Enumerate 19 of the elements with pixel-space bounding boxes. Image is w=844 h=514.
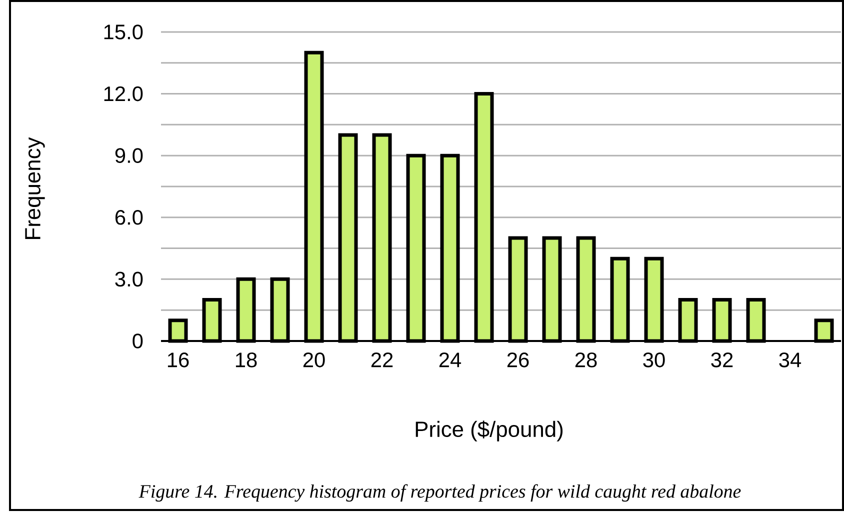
x-tick-label: 18 [236, 352, 257, 368]
y-tick-label: 9.0 [115, 148, 143, 163]
caption: Figure 14. Frequency histogram of reported prices for wild caught red abalone [138, 484, 741, 502]
x-tick-label: 34 [779, 352, 802, 368]
y-tick-label: 12.0 [104, 86, 143, 102]
y-axis-title: Frequency [25, 137, 45, 239]
x-tick-label: 20 [303, 352, 325, 368]
x-tick-label: 26 [507, 352, 529, 368]
y-tick-label: 3.0 [115, 272, 143, 287]
x-tick-label: 16 [168, 352, 189, 368]
y-tick-label: 6.0 [115, 210, 143, 225]
x-tick-label: 32 [711, 352, 733, 368]
x-tick-label: 30 [643, 352, 665, 368]
y-tick-label: 0 [132, 334, 143, 348]
x-tick-label: 24 [439, 352, 462, 368]
x-tick-label: 28 [575, 352, 597, 368]
x-axis-title: Price ($/pound) [416, 420, 563, 442]
x-tick-label: 22 [371, 352, 393, 368]
y-tick-label: 15.0 [104, 24, 143, 40]
